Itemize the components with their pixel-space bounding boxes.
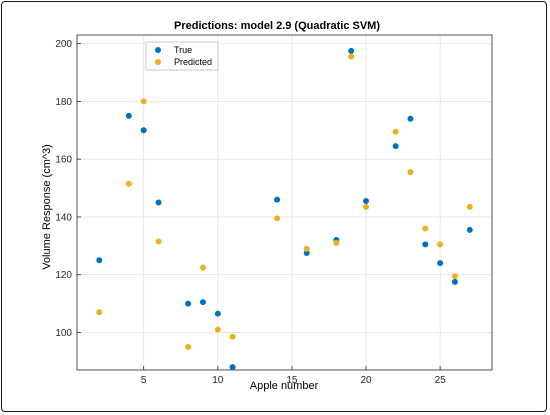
- y-tick-label: 200: [55, 39, 72, 50]
- legend-label-true: True: [174, 45, 192, 55]
- data-point-true: [392, 143, 399, 150]
- data-point-true: [140, 127, 147, 134]
- data-point-predicted: [407, 169, 414, 176]
- data-point-true: [125, 112, 132, 119]
- data-point-true: [348, 47, 355, 54]
- data-point-predicted: [185, 343, 192, 350]
- data-point-true: [229, 364, 236, 371]
- data-point-predicted: [199, 264, 206, 271]
- data-point-true: [363, 198, 370, 205]
- data-point-true: [303, 250, 310, 257]
- data-point-predicted: [392, 128, 399, 135]
- y-tick-label: 180: [55, 97, 72, 108]
- legend-box: [145, 41, 219, 71]
- data-point-predicted: [363, 203, 370, 210]
- legend-marker-true: [155, 47, 161, 53]
- data-point-predicted: [348, 53, 355, 60]
- data-point-predicted: [437, 241, 444, 248]
- axis-ticks: 5 10 15 20 25 100 120 140 160 180 200: [55, 39, 446, 386]
- x-tick-label: 5: [141, 375, 147, 386]
- data-point-predicted: [422, 225, 429, 232]
- data-point-predicted: [229, 333, 236, 340]
- y-tick-label: 140: [55, 212, 72, 223]
- data-point-predicted: [333, 239, 340, 246]
- data-point-predicted: [451, 273, 458, 280]
- chart-title: Predictions: model 2.9 (Quadratic SVM): [174, 20, 380, 32]
- data-points: [96, 47, 473, 371]
- data-point-predicted: [274, 215, 281, 222]
- legend-label-predicted: Predicted: [174, 57, 212, 67]
- data-point-true: [451, 278, 458, 285]
- data-point-predicted: [140, 98, 147, 105]
- data-point-true: [274, 196, 281, 203]
- data-point-predicted: [96, 309, 103, 316]
- plot-area: [76, 34, 493, 371]
- x-axis-label: Apple number: [250, 380, 319, 392]
- data-point-true: [185, 300, 192, 307]
- legend-marker-predicted: [155, 59, 161, 65]
- y-tick-label: 120: [55, 270, 72, 281]
- data-point-predicted: [125, 180, 132, 187]
- data-point-predicted: [466, 203, 473, 210]
- x-tick-label: 15: [286, 375, 298, 386]
- data-point-true: [155, 199, 162, 206]
- data-point-true: [96, 257, 103, 264]
- grid-lines: [77, 35, 492, 370]
- data-point-predicted: [155, 238, 162, 245]
- data-point-true: [199, 299, 206, 306]
- data-point-predicted: [214, 326, 221, 333]
- data-point-true: [214, 310, 221, 317]
- x-tick-label: 25: [435, 375, 447, 386]
- y-axis-label: Volume Response (cm^3): [41, 144, 53, 270]
- x-tick-label: 20: [360, 375, 372, 386]
- data-point-true: [466, 226, 473, 233]
- data-point-true: [407, 115, 414, 122]
- data-point-predicted: [303, 245, 310, 252]
- data-point-true: [422, 241, 429, 248]
- data-point-true: [437, 260, 444, 267]
- legend: True Predicted: [145, 41, 219, 71]
- x-tick-label: 10: [212, 375, 224, 386]
- y-tick-label: 160: [55, 155, 72, 166]
- y-tick-label: 100: [55, 328, 72, 339]
